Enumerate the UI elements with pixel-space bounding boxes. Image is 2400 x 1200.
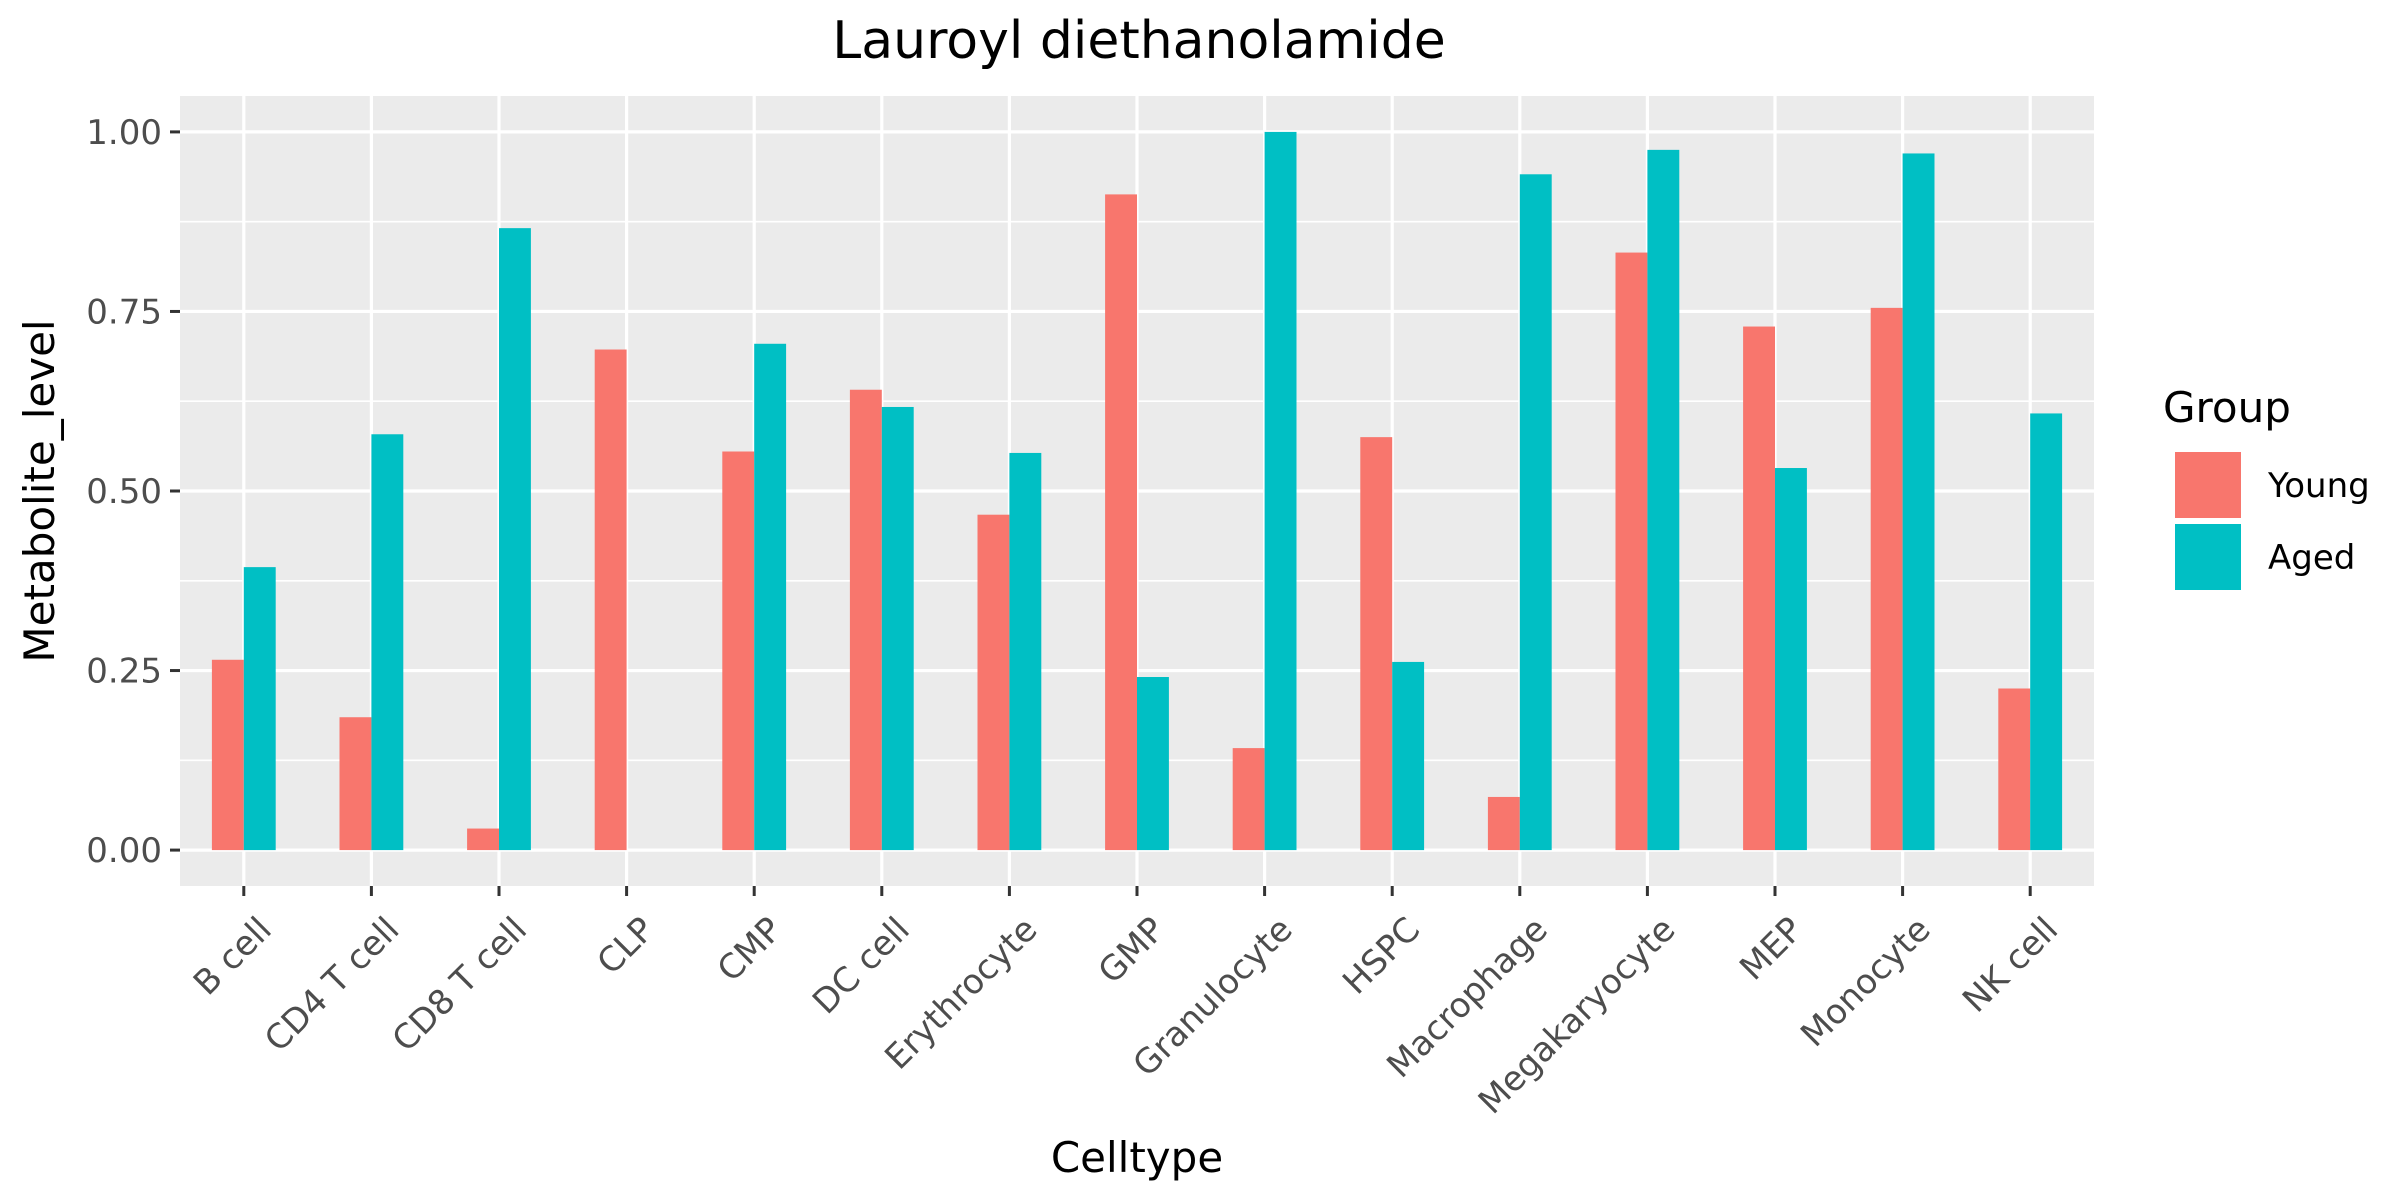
x-axis-title: Celltype [1051,1133,1223,1182]
y-axis-title: Metabolite_level [15,319,64,662]
y-axis: 0.00 0.25 0.50 0.75 1.00 [86,113,180,871]
bar-young [977,514,1010,851]
bar-aged [1647,149,1680,851]
x-tick-label: CD8 T cell [385,910,535,1060]
bar-young [1360,437,1393,851]
bar-young [211,659,244,851]
x-tick-label: HSPC [1335,910,1428,1003]
bar-aged [1775,468,1807,851]
legend-key-aged [2175,524,2241,590]
bar-young [594,349,627,851]
x-tick-label: MEP [1732,910,1811,989]
bar-young [339,717,372,851]
chart-title: Lauroyl diethanolamide [832,11,1445,71]
x-tick-label: CMP [710,910,790,990]
bar-aged [371,434,404,851]
y-tick-label: 0.50 [86,472,162,512]
bar-aged [881,406,914,851]
y-tick-label: 0.75 [86,292,162,332]
bar-young [1615,252,1648,851]
bar-young [1487,796,1520,851]
legend-label: Aged [2268,538,2355,578]
legend-key-young [2175,452,2241,518]
bar-aged [1519,174,1552,851]
x-tick-label: B cell [186,910,280,1004]
bar-aged [499,228,531,851]
x-tick-label: CLP [590,910,663,983]
bar-young [849,389,882,851]
x-tick-label: NK cell [1955,910,2066,1021]
bar-young [467,828,499,851]
bar-aged [1137,677,1169,851]
bar-young [1870,307,1903,851]
y-tick-label: 0.25 [86,652,162,692]
bar-young [1998,688,2031,851]
x-tick-label: Monocyte [1793,910,1938,1055]
y-tick-label: 1.00 [86,113,162,153]
bar-young [722,451,755,851]
x-tick-label: DC cell [805,910,918,1023]
bar-aged [1009,452,1042,851]
bar-aged [1902,153,1935,851]
y-tick-label: 0.00 [86,831,162,871]
bar-aged [243,567,276,851]
bar-aged [2030,413,2063,851]
x-tick-label: CD4 T cell [257,910,407,1060]
bar-young [1105,194,1137,851]
bars [211,131,2063,851]
bar-young [1232,748,1265,851]
legend: Group Young Aged [2163,383,2370,590]
x-tick-label: GMP [1091,910,1173,992]
bar-young [1743,326,1775,851]
legend-label: Young [2267,466,2370,506]
bar-aged [1392,661,1425,851]
legend-title: Group [2163,383,2291,432]
bar-aged [1264,131,1297,851]
bar-aged [754,343,787,851]
